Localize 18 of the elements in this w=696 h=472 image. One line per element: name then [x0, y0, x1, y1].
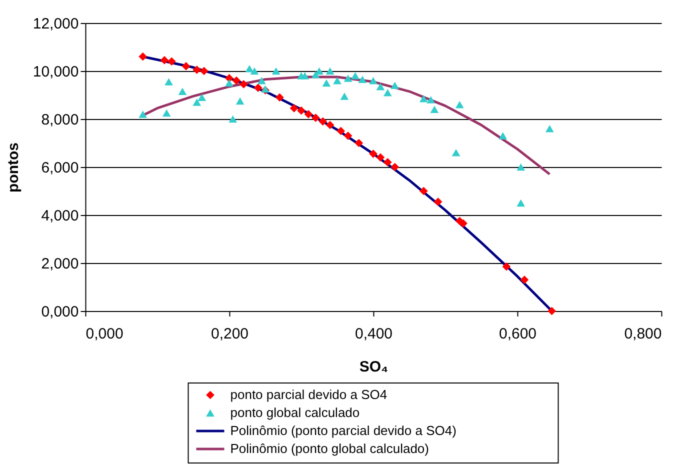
y-tick-label: 2,000	[41, 256, 79, 272]
legend-label: ponto global calculado	[230, 405, 360, 420]
y-axis-title: pontos	[4, 142, 22, 192]
y-tick-label: 8,000	[41, 112, 79, 128]
x-tick-label: 0,800	[624, 326, 662, 342]
y-tick-label: 10,000	[32, 64, 79, 80]
y-tick-label: 4,000	[41, 208, 79, 224]
x-tick-label: 0,600	[498, 326, 537, 342]
x-tick-label: 0,200	[210, 326, 249, 342]
x-axis-title: SO₄	[359, 358, 388, 376]
y-tick-label: 6,000	[41, 160, 79, 176]
legend-label: ponto parcial devido a SO4	[230, 387, 388, 402]
legend-label: Polinômio (ponto parcial devido a SO4)	[230, 423, 456, 438]
legend-label: Polinômio (ponto global calculado)	[230, 441, 429, 456]
x-tick-label: 0,000	[86, 326, 124, 342]
y-tick-label: 12,000	[32, 16, 79, 32]
x-tick-label: 0,400	[354, 326, 393, 342]
y-tick-label: 0,000	[41, 304, 79, 320]
